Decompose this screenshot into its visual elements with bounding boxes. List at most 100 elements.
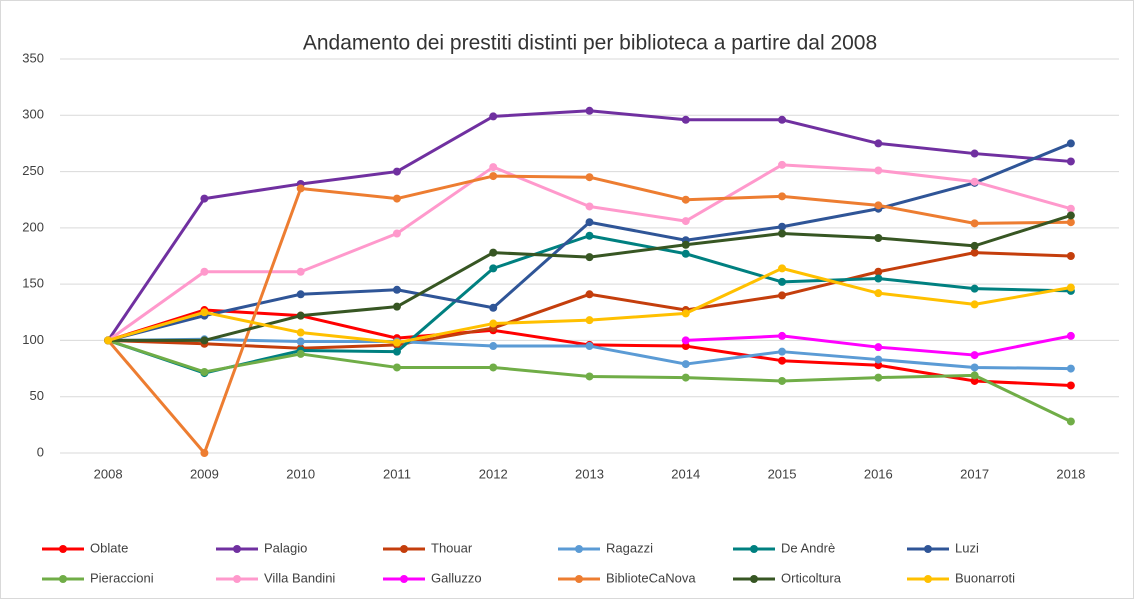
point — [970, 300, 979, 309]
legend-label: Villa Bandini — [264, 570, 335, 585]
legend-marker — [233, 575, 241, 583]
point — [296, 328, 305, 337]
x-tick-label: 2014 — [671, 466, 700, 481]
point — [778, 376, 787, 385]
point — [1066, 283, 1075, 292]
x-tick-label: 2008 — [94, 466, 123, 481]
point — [392, 338, 401, 347]
legend-marker — [924, 575, 932, 583]
point — [1066, 381, 1075, 390]
legend-label: Ragazzi — [606, 540, 653, 555]
point — [970, 248, 979, 257]
point — [681, 360, 690, 369]
point — [392, 167, 401, 176]
y-tick-label: 50 — [30, 388, 44, 403]
y-tick-label: 150 — [22, 276, 44, 291]
point — [585, 173, 594, 182]
x-tick-label: 2017 — [960, 466, 989, 481]
point — [1066, 331, 1075, 340]
point — [970, 177, 979, 186]
legend-label: Palagio — [264, 540, 307, 555]
legend-label: Pieraccioni — [90, 570, 154, 585]
point — [489, 342, 498, 351]
point — [200, 336, 209, 345]
legend-marker — [750, 545, 758, 553]
x-tick-label: 2010 — [286, 466, 315, 481]
point — [681, 309, 690, 318]
y-tick-label: 250 — [22, 163, 44, 178]
point — [392, 302, 401, 311]
point — [1066, 204, 1075, 213]
y-tick-label: 0 — [37, 444, 44, 459]
point — [585, 372, 594, 381]
point — [585, 202, 594, 211]
point — [681, 217, 690, 226]
legend-label: Galluzzo — [431, 570, 482, 585]
point — [874, 274, 883, 283]
point — [296, 290, 305, 299]
point — [296, 184, 305, 193]
point — [1066, 157, 1075, 166]
point — [392, 194, 401, 203]
point — [200, 267, 209, 276]
y-tick-label: 100 — [22, 332, 44, 347]
x-tick-label: 2011 — [383, 466, 411, 481]
point — [874, 139, 883, 148]
point — [778, 115, 787, 124]
point — [681, 249, 690, 258]
point — [200, 308, 209, 317]
legend-marker — [400, 575, 408, 583]
point — [1066, 252, 1075, 260]
point — [585, 342, 594, 351]
point — [874, 201, 883, 210]
point — [392, 363, 401, 372]
point — [489, 303, 498, 312]
point — [970, 241, 979, 250]
point — [585, 290, 594, 299]
point — [970, 219, 979, 228]
point — [874, 361, 883, 370]
point — [874, 233, 883, 242]
point — [681, 342, 690, 351]
point — [970, 351, 979, 360]
point — [296, 337, 305, 346]
point — [970, 363, 979, 372]
point — [778, 291, 787, 300]
point — [489, 163, 498, 172]
point — [585, 106, 594, 115]
point — [585, 253, 594, 262]
legend-label: De Andrè — [781, 540, 835, 555]
legend-marker — [233, 545, 241, 553]
point — [874, 267, 883, 276]
legend-marker — [59, 575, 67, 583]
x-tick-label: 2013 — [575, 466, 604, 481]
point — [778, 331, 787, 340]
point — [1066, 139, 1075, 148]
y-tick-label: 300 — [22, 107, 44, 122]
point — [296, 349, 305, 358]
point — [296, 311, 305, 320]
point — [970, 149, 979, 158]
point — [392, 347, 401, 356]
legend-marker — [575, 545, 583, 553]
point — [874, 373, 883, 382]
point — [585, 231, 594, 240]
y-tick-label: 350 — [22, 50, 44, 65]
chart-title: Andamento dei prestiti distinti per bibl… — [303, 32, 877, 55]
point — [489, 319, 498, 328]
legend-label: Orticoltura — [781, 570, 842, 585]
legend-marker — [400, 545, 408, 553]
point — [104, 336, 113, 345]
point — [296, 267, 305, 276]
point — [489, 112, 498, 121]
legend-label: Thouar — [431, 540, 473, 555]
point — [1066, 211, 1075, 220]
legend-marker — [59, 545, 67, 553]
point — [778, 277, 787, 286]
point — [778, 222, 787, 231]
legend-marker — [924, 545, 932, 553]
legend-label: Buonarroti — [955, 570, 1015, 585]
point — [681, 115, 690, 124]
